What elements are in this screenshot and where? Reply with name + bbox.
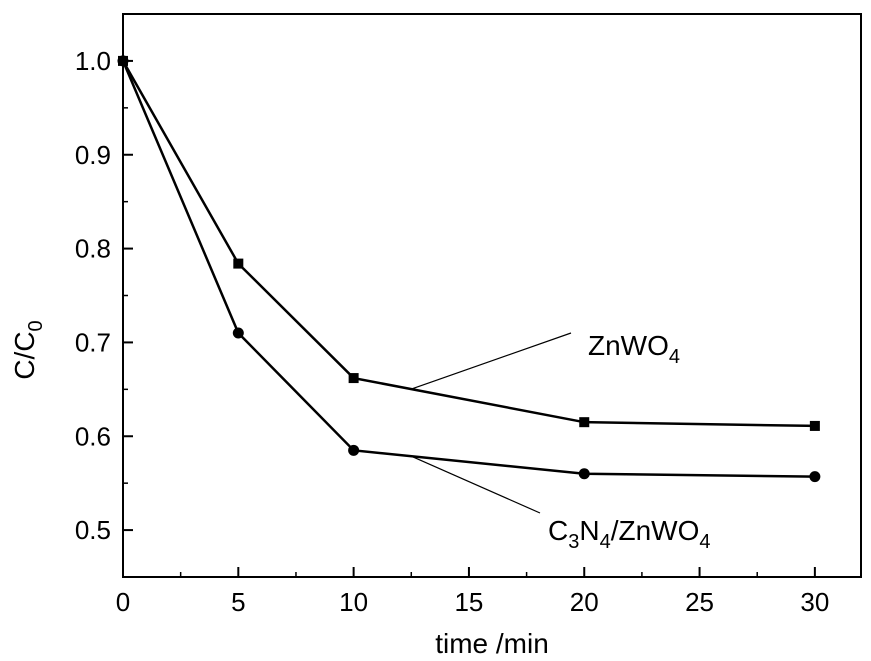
plot-area: 0 5 10 15 20 25 300.50.60.70.80.91.0ZnWO4C3N4/… [75, 13, 862, 617]
series-1-point [809, 471, 821, 483]
annotation-label-1: C3N4/ZnWO4 [548, 515, 711, 553]
y-tick-label: 0.9 [75, 140, 111, 170]
y-tick-label: 0.6 [75, 421, 111, 451]
x-tick-label: 10 [339, 587, 368, 617]
annotation-text: N [579, 515, 599, 546]
annotation-line-0 [411, 332, 572, 390]
x-axis-title: time /min [435, 628, 549, 659]
x-tick-label: 5 [231, 587, 245, 617]
annotation-text: /ZnWO [611, 515, 700, 546]
x-tick-label: 30 [800, 587, 829, 617]
series-0-point [809, 420, 820, 431]
series-line-0 [121, 60, 815, 428]
series-1-point [117, 55, 129, 67]
annotation-subscript: 4 [699, 531, 710, 553]
annotation-text: ZnWO [588, 330, 669, 361]
series-line-1 [121, 60, 815, 478]
series-0-point [348, 373, 359, 384]
series-1-point [232, 327, 244, 339]
series-0-point [579, 417, 590, 428]
y-tick-label: 1.0 [75, 46, 111, 76]
annotation-subscript: 3 [568, 531, 579, 553]
annotation-text: C [548, 515, 568, 546]
y-axis-title-sub: 0 [25, 320, 47, 331]
series-1-point [578, 468, 590, 480]
plot-frame [122, 13, 862, 578]
y-tick-label: 0.7 [75, 327, 111, 357]
x-tick-label: 20 [570, 587, 599, 617]
y-tick-label: 0.5 [75, 515, 111, 545]
y-axis-title: C/C0 [9, 320, 47, 379]
x-tick-label: 15 [454, 587, 483, 617]
annotation-label-0: ZnWO4 [588, 330, 680, 368]
y-tick-label: 0.8 [75, 234, 111, 264]
annotation-line-1 [411, 455, 541, 514]
y-axis-title-main: C/C [9, 331, 40, 379]
x-tick-label: 0 [116, 587, 130, 617]
series-1-point [348, 444, 360, 456]
x-tick-label: 25 [685, 587, 714, 617]
annotation-subscript: 4 [669, 346, 680, 368]
series-0-point [233, 258, 244, 269]
annotation-subscript: 4 [600, 531, 611, 553]
